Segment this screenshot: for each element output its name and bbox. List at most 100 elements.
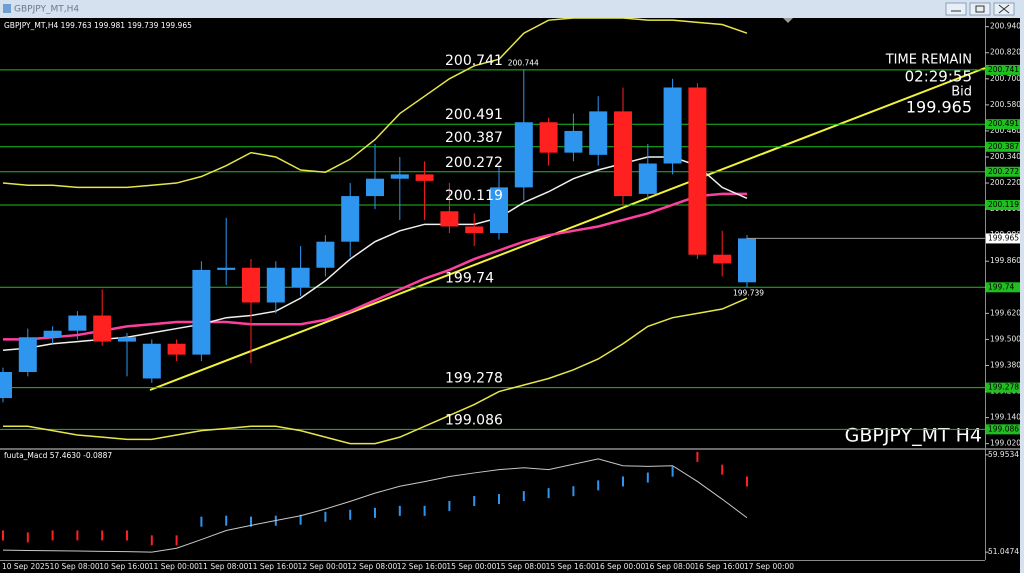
chart-header: GBPJPY_MT,H4 199.763 199.981 199.739 199…: [4, 21, 192, 30]
y-tick-label: 200.460: [990, 126, 1021, 135]
high-value: 199.981: [94, 21, 125, 30]
histogram-mark: [646, 472, 649, 483]
histogram-mark: [101, 530, 104, 541]
y-tick-label: 199.500: [990, 334, 1021, 343]
level-tag-label: 200.119: [988, 200, 1019, 209]
y-tick-label: 51.0474: [988, 547, 1019, 556]
level-tag-label: 200.387: [988, 142, 1019, 151]
histogram-mark: [299, 514, 302, 525]
level-label: 199.086: [445, 412, 503, 428]
candle-body: [242, 267, 260, 303]
level-tag: [986, 282, 1020, 293]
level-label: 199.74: [445, 270, 494, 286]
histogram-mark: [423, 505, 426, 516]
candle-body: [18, 337, 37, 372]
y-tick-label: 200.580: [990, 100, 1021, 109]
x-tick-label: 15 Sep 00:00: [446, 562, 496, 571]
histogram-mark: [225, 515, 228, 526]
close-value: 199.965: [161, 21, 192, 30]
macd-plot: [2, 451, 748, 553]
x-tick-label: 11 Sep 00:00: [149, 562, 199, 571]
histogram-mark: [374, 507, 376, 518]
level-tag-label: 200.491: [988, 119, 1019, 128]
candle-body: [663, 87, 682, 164]
histogram-mark: [597, 480, 600, 491]
candle-body: [291, 267, 310, 288]
histogram-mark: [746, 476, 748, 487]
y-tick-label: 59.9534: [988, 450, 1019, 459]
watermark: GBPJPY_MT H4: [845, 425, 982, 447]
histogram-mark: [448, 500, 451, 511]
minimize-button[interactable]: [945, 2, 967, 16]
level-tag: [986, 199, 1020, 210]
y-tick-label: 199.620: [990, 308, 1021, 317]
candle-body: [415, 174, 434, 181]
candle-body: [316, 241, 335, 268]
candle-body: [118, 337, 136, 342]
candle-body: [142, 343, 161, 379]
histogram-mark: [696, 451, 699, 462]
x-tick-label: 11 Sep 08:00: [198, 562, 248, 571]
histogram-mark: [398, 505, 401, 516]
candle-body: [490, 187, 508, 233]
y-tick-label: 199.860: [990, 256, 1021, 265]
level-label: 200.387: [445, 130, 503, 146]
histogram-mark: [622, 476, 624, 487]
time-remain: 02:29:55: [905, 68, 972, 86]
candle-body: [638, 163, 657, 194]
indicator-line: [3, 297, 748, 445]
candle-body: [68, 315, 87, 331]
x-tick-label: 11 Sep 16:00: [248, 562, 298, 571]
x-tick-label: 12 Sep 08:00: [347, 562, 397, 571]
x-tick-label: 10 Sep 16:00: [99, 562, 149, 571]
y-tick-label: 200.940: [990, 22, 1021, 31]
y-tick-label: 199.140: [990, 413, 1021, 422]
candle-body: [192, 269, 211, 355]
histogram-mark: [250, 516, 252, 527]
macd-pane: [0, 450, 985, 560]
open-value: 199.763: [61, 21, 92, 30]
bid-tag-label: 199.965: [988, 233, 1019, 242]
histogram-mark: [51, 530, 54, 541]
level-tag: [986, 119, 1020, 130]
level-tag: [986, 141, 1020, 152]
level-tag-label: 199.278: [988, 383, 1019, 392]
x-tick-label: 16 Sep 08:00: [645, 562, 695, 571]
y-tick-label: 200.220: [990, 178, 1021, 187]
candle-body: [688, 87, 707, 255]
level-tag-label: 200.272: [988, 167, 1019, 176]
macd-line: [2, 458, 748, 553]
histogram-mark: [547, 488, 550, 499]
candle-body: [341, 196, 360, 242]
level-tag-label: 199.086: [988, 424, 1019, 433]
candle-body: [614, 111, 632, 197]
candle-body: [266, 267, 285, 303]
close-icon: [998, 4, 1010, 14]
level-tag: [986, 382, 1020, 393]
candle-body: [465, 226, 484, 233]
maximize-button[interactable]: [969, 2, 991, 16]
candle-body: [440, 211, 459, 227]
candle-body: [564, 130, 583, 153]
x-tick-label: 17 Sep 00:00: [744, 562, 794, 571]
histogram-mark: [671, 466, 674, 477]
histogram-mark: [175, 535, 178, 546]
candle-body: [390, 174, 409, 179]
histogram-mark: [349, 509, 352, 520]
candle-body: [93, 315, 112, 342]
level-tag-label: 200.741: [988, 65, 1019, 74]
histogram-mark: [126, 530, 128, 541]
maximize-icon: [975, 5, 985, 13]
candle-body: [738, 238, 756, 283]
y-tick-label: 200.340: [990, 152, 1021, 161]
indicator-line: [2, 18, 748, 189]
y-tick-label: 200.700: [990, 74, 1021, 83]
candle-body: [0, 371, 12, 399]
level-tag: [986, 166, 1020, 177]
x-tick-label: 16 Sep 16:00: [694, 562, 744, 571]
candle-body: [217, 267, 236, 270]
level-label: 200.491: [445, 107, 503, 123]
shift-marker: [783, 18, 793, 23]
